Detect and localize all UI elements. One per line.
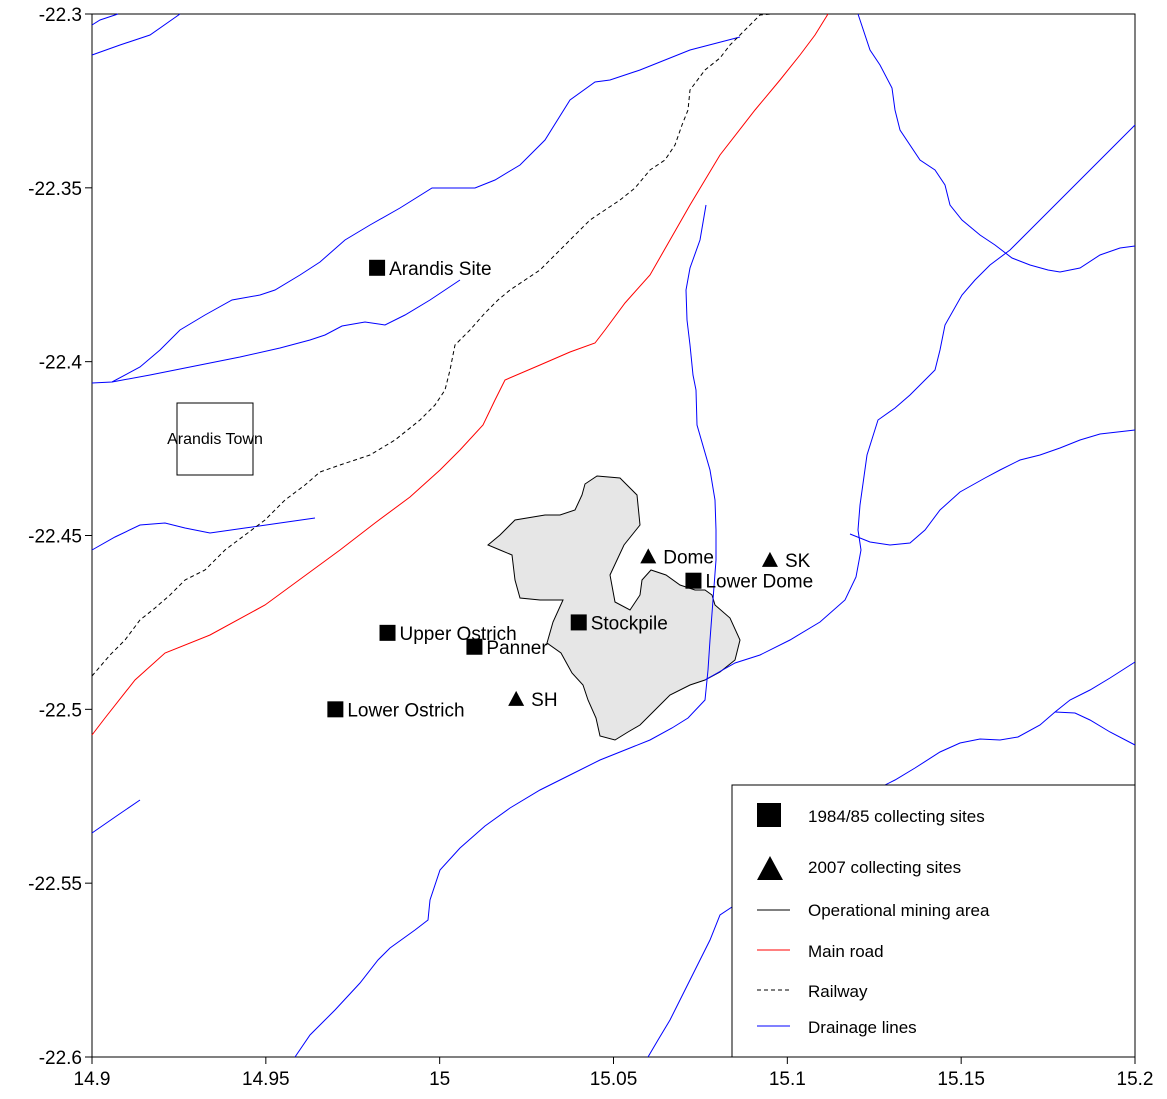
- y-tick-label: -22.55: [28, 874, 82, 895]
- site-2007-marker: [761, 551, 778, 567]
- legend-box: [731, 784, 1136, 1058]
- y-tick-label: -22.35: [28, 179, 82, 200]
- site-1984-label: Panner: [486, 638, 548, 659]
- legend-label-1984: 1984/85 collecting sites: [808, 807, 985, 826]
- site-1984-label: Upper Ostrich: [400, 624, 517, 645]
- legend-label-2007: 2007 collecting sites: [808, 858, 961, 877]
- x-tick-label: 15.1: [769, 1069, 806, 1090]
- legend-label-mining: Operational mining area: [808, 901, 990, 920]
- site-1984-label: Stockpile: [591, 613, 668, 634]
- site-1984-marker: [466, 638, 483, 655]
- y-tick-label: -22.3: [39, 5, 82, 26]
- x-tick-label: 14.9: [74, 1069, 111, 1090]
- legend-label-drainage: Drainage lines: [808, 1018, 917, 1037]
- x-tick-label: 15.15: [937, 1069, 985, 1090]
- site-2007-marker: [640, 548, 657, 564]
- y-tick-label: -22.5: [39, 700, 82, 721]
- arandis-town-label: Arandis Town: [167, 431, 263, 448]
- site-1984-label: Arandis Site: [389, 259, 491, 280]
- site-2007-label: SK: [785, 551, 811, 572]
- drainage-lines: [91, 13, 1136, 1058]
- site-1984-marker: [327, 701, 344, 718]
- legend-triangle-symbol: [757, 856, 783, 880]
- site-2007-marker: [508, 690, 525, 706]
- x-tick-label: 15.2: [1117, 1069, 1154, 1090]
- y-tick-label: -22.4: [39, 353, 83, 374]
- axes: 14.9 14.95 15 15.05 15.1 15.15 15.2 -22.3 -22.35…: [28, 5, 1153, 1090]
- site-1984-marker: [379, 624, 396, 641]
- legend-label-road: Main road: [808, 942, 884, 961]
- railway: [91, 13, 773, 677]
- x-tick-label: 15: [429, 1069, 450, 1090]
- site-1984-marker: [369, 259, 386, 276]
- legend-label-railway: Railway: [808, 982, 868, 1001]
- site-2007-label: SH: [531, 690, 557, 711]
- site-1984-marker: [685, 572, 702, 589]
- y-tick-label: -22.6: [39, 1048, 82, 1069]
- y-tick-label: -22.45: [28, 527, 82, 548]
- main-road: [91, 13, 829, 736]
- site-1984-label: Lower Dome: [705, 572, 813, 593]
- site-1984-label: Lower Ostrich: [347, 700, 464, 721]
- site-1984-marker: [570, 614, 587, 631]
- x-tick-label: 14.95: [242, 1069, 290, 1090]
- x-tick-label: 15.05: [590, 1069, 638, 1090]
- mining-area: [487, 475, 741, 741]
- site-2007-label: Dome: [663, 547, 714, 568]
- legend-square-symbol: [757, 803, 781, 827]
- arandis-town-box: [176, 402, 254, 476]
- legend: 1984/85 collecting sites 2007 collecting…: [731, 784, 1136, 1058]
